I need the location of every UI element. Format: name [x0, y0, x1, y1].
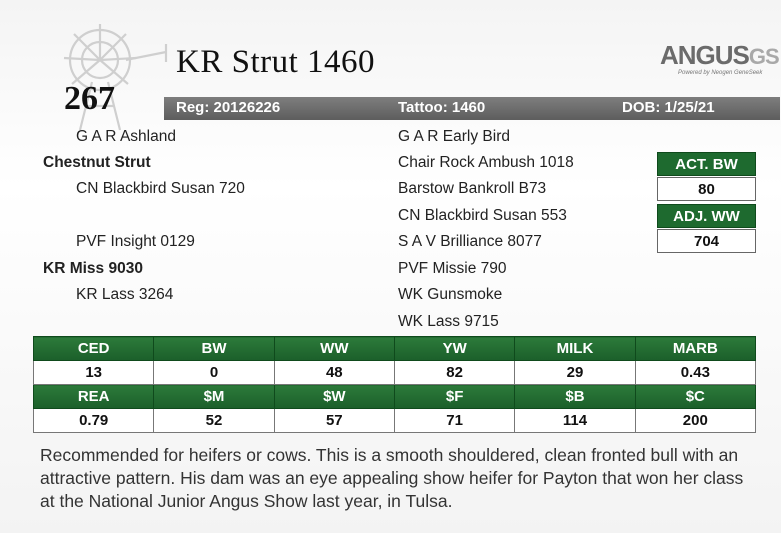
date-of-birth: DOB: 1/25/21 — [622, 99, 715, 116]
logo-subtitle: Powered by Neogen GeneSeek — [678, 70, 763, 76]
logo-text: ANGUSGS — [660, 40, 780, 70]
epd-value-m: 52 — [153, 408, 275, 433]
epd-value-milk: 29 — [514, 360, 636, 385]
epd-header-milk: MILK — [514, 336, 636, 361]
sire-sire-sire: G A R Early Bird — [398, 128, 510, 145]
epd-header-bw: BW — [153, 336, 275, 361]
epd-value-rea: 0.79 — [32, 408, 155, 433]
epd-header-marb: MARB — [634, 336, 757, 361]
act-bw-value: 80 — [657, 177, 756, 201]
windmill-icon — [63, 24, 168, 131]
epd-header-m: $M — [153, 384, 275, 409]
dam-sire-dam: PVF Missie 790 — [398, 260, 507, 277]
dam-dam-sire: WK Gunsmoke — [398, 286, 503, 303]
sire-dam-sire: Barstow Bankroll B73 — [398, 180, 547, 197]
animal-name: KR Strut 1460 — [176, 44, 376, 80]
sire-sire-dam: Chair Rock Ambush 1018 — [398, 154, 574, 171]
epd-header-c: $C — [634, 384, 757, 409]
dam-dam: KR Lass 3264 — [76, 286, 174, 303]
lot-number: 267 — [64, 80, 115, 117]
dam: KR Miss 9030 — [43, 260, 143, 277]
dam-dam-dam: WK Lass 9715 — [398, 313, 499, 330]
sire-dam: CN Blackbird Susan 720 — [76, 180, 245, 197]
epd-value-yw: 82 — [393, 360, 516, 385]
epd-header-rea: REA — [32, 384, 155, 409]
tattoo: Tattoo: 1460 — [398, 99, 486, 116]
epd-value-w: 57 — [273, 408, 395, 433]
epd-header-b: $B — [514, 384, 636, 409]
epd-value-f: 71 — [393, 408, 516, 433]
epd-value-b: 114 — [514, 408, 636, 433]
epd-value-ww: 48 — [273, 360, 395, 385]
epd-value-row: 13 0 48 82 29 0.43 — [32, 360, 757, 385]
epd-value-ced: 13 — [32, 360, 155, 385]
epd-value-row: 0.79 52 57 71 114 200 — [32, 408, 757, 433]
epd-table: CED BW WW YW MILK MARB 13 0 48 82 29 0.4… — [32, 336, 757, 433]
adj-ww-value: 704 — [657, 229, 756, 253]
dam-sire-sire: S A V Brilliance 8077 — [398, 233, 542, 250]
epd-value-c: 200 — [634, 408, 757, 433]
epd-header-f: $F — [393, 384, 516, 409]
adj-ww-label: ADJ. WW — [657, 204, 756, 228]
epd-header-ww: WW — [273, 336, 395, 361]
epd-value-bw: 0 — [153, 360, 275, 385]
epd-value-marb: 0.43 — [634, 360, 757, 385]
epd-header-ced: CED — [32, 336, 155, 361]
comments-text: Recommended for heifers or cows. This is… — [40, 445, 744, 511]
epd-header-row: CED BW WW YW MILK MARB — [32, 336, 757, 361]
registration-number: Reg: 20126226 — [176, 99, 281, 116]
epd-header-row: REA $M $W $F $B $C — [32, 384, 757, 409]
sire: Chestnut Strut — [43, 154, 151, 171]
epd-header-w: $W — [273, 384, 395, 409]
angus-gs-logo: ANGUSGS Powered by Neogen GeneSeek — [660, 40, 780, 84]
epd-header-yw: YW — [393, 336, 516, 361]
act-bw-label: ACT. BW — [657, 152, 756, 176]
sire-sire: G A R Ashland — [76, 128, 176, 145]
sire-dam-dam: CN Blackbird Susan 553 — [398, 207, 567, 224]
dam-sire: PVF Insight 0129 — [76, 233, 195, 250]
info-bar: Reg: 20126226 Tattoo: 1460 DOB: 1/25/21 — [164, 97, 780, 120]
